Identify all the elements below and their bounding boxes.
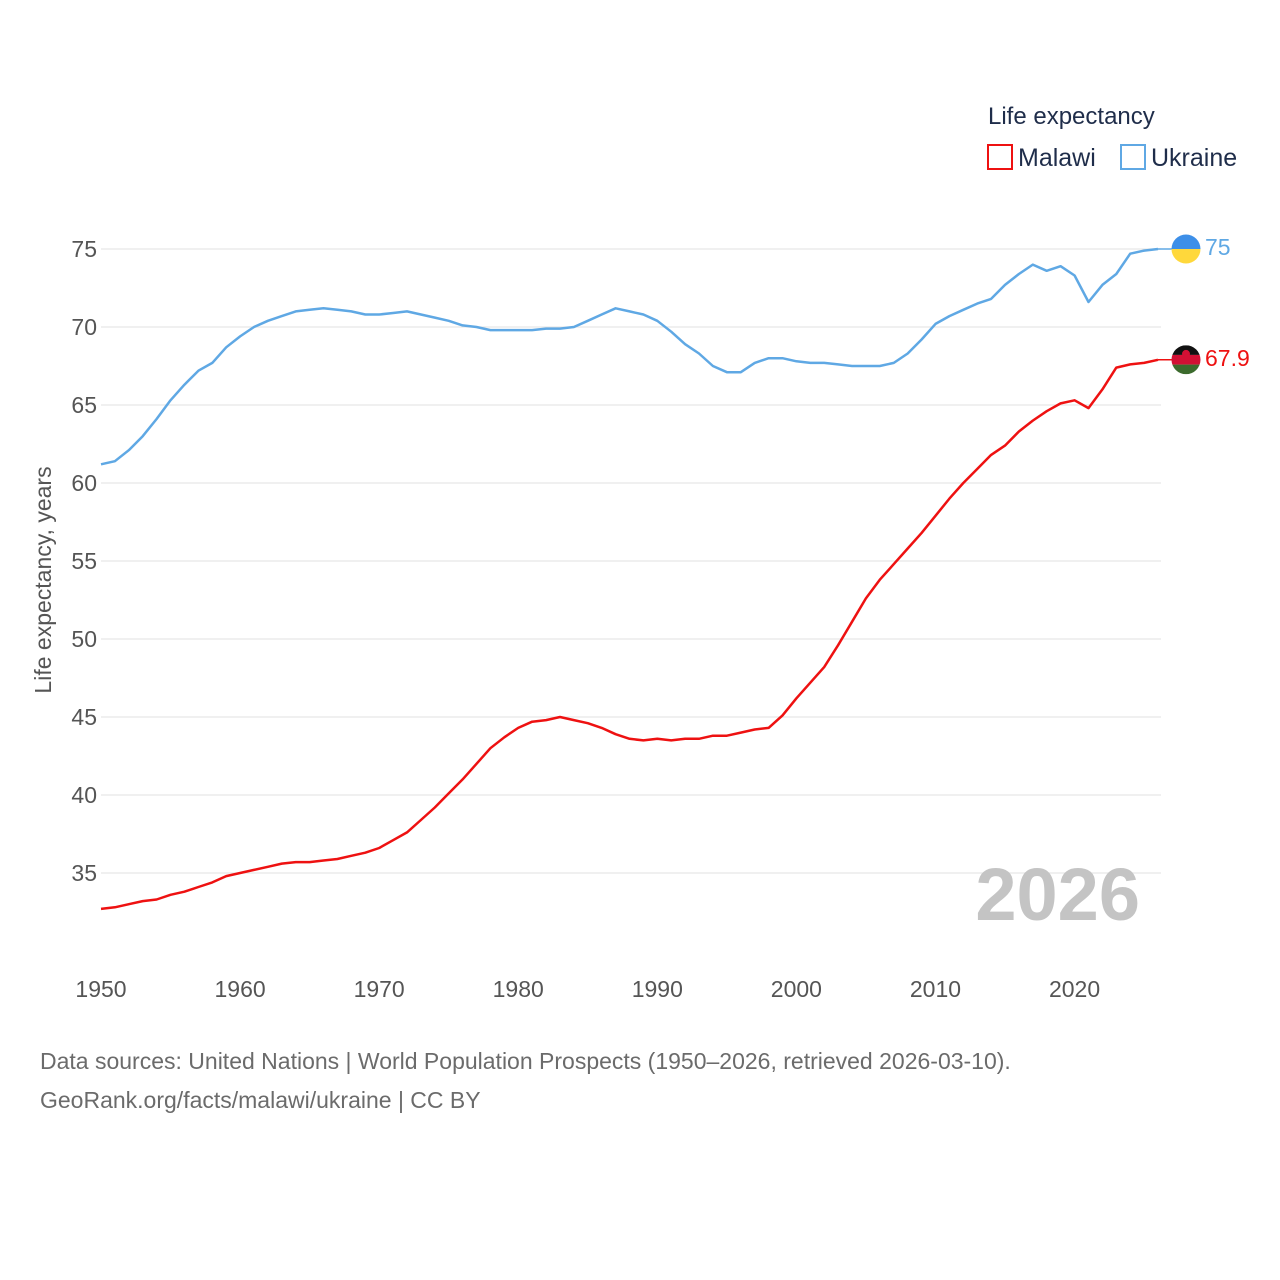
end-markers: 75 67.9 [1171,234,1250,375]
x-tick-label-1960: 1960 [214,976,265,1002]
malawi-flag-marker [1171,345,1201,375]
x-tick-label-1970: 1970 [354,976,405,1002]
x-tick-label-1980: 1980 [493,976,544,1002]
legend-swatch-ukraine [1120,144,1146,170]
series-line-malawi [100,358,1159,911]
y-tick-label-60: 60 [71,470,97,496]
legend-item-ukraine[interactable]: Ukraine [1120,144,1237,172]
malawi-flag-sun-icon [1182,349,1190,358]
source-line-2: GeoRank.org/facts/malawi/ukraine | CC BY [40,1087,481,1113]
malawi-flag-green [1171,364,1201,375]
x-tick-label-2010: 2010 [910,976,961,1002]
data-source-note: Data sources: United Nations | World Pop… [40,1042,1240,1120]
x-tick-label-2020: 2020 [1049,976,1100,1002]
legend-label-ukraine: Ukraine [1151,144,1237,172]
x-tick-label-1990: 1990 [632,976,683,1002]
y-tick-label-55: 55 [71,548,97,574]
ukraine-end-label: 75 [1205,234,1231,260]
malawi-flag-red [1171,354,1201,365]
legend-label-malawi: Malawi [1018,144,1096,172]
y-tick-label-75: 75 [71,236,97,262]
malawi-end-label: 67.9 [1205,345,1250,371]
ukraine-flag-blue [1171,234,1201,249]
y-tick-label-70: 70 [71,314,97,340]
source-line-1: Data sources: United Nations | World Pop… [40,1048,1011,1074]
y-axis-title: Life expectancy, years [30,466,56,693]
line-chart: 35 40 45 50 55 60 65 70 75 1950 1960 1970 1980 1990 2… [30,103,1250,1002]
y-tick-label-40: 40 [71,782,97,808]
y-tick-label-65: 65 [71,392,97,418]
ukraine-flag-yellow [1171,249,1201,264]
legend-swatch-malawi [987,144,1013,170]
ukraine-flag-marker [1171,234,1201,264]
legend-item-malawi[interactable]: Malawi [987,144,1096,172]
x-axis-ticks: 1950 1960 1970 1980 1990 2000 2010 2020 [75,976,1100,1002]
series [100,247,1172,911]
x-tick-label-2000: 2000 [771,976,822,1002]
x-tick-label-1950: 1950 [75,976,126,1002]
y-tick-label-50: 50 [71,626,97,652]
y-axis-ticks: 35 40 45 50 55 60 65 70 75 [71,236,97,886]
year-watermark: 2026 [975,853,1140,936]
legend-title: Life expectancy [988,103,1155,130]
series-line-ukraine [100,247,1159,466]
gridlines [101,248,1161,874]
y-tick-label-45: 45 [71,704,97,730]
legend: Life expectancy Malawi Ukraine [987,103,1237,172]
y-tick-label-35: 35 [71,860,97,886]
